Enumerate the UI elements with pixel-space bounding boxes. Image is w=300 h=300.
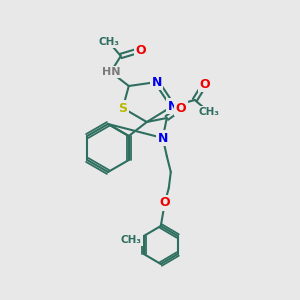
Text: CH₃: CH₃ (98, 37, 119, 47)
Text: N: N (158, 131, 168, 145)
Text: CH₃: CH₃ (198, 107, 219, 117)
Text: HN: HN (101, 67, 120, 77)
Text: N: N (152, 76, 162, 88)
Text: CH₃: CH₃ (120, 235, 141, 245)
Text: O: O (160, 196, 170, 209)
Text: O: O (176, 101, 186, 115)
Text: O: O (200, 77, 210, 91)
Text: S: S (118, 101, 127, 115)
Text: N: N (168, 100, 178, 112)
Text: O: O (136, 44, 146, 56)
